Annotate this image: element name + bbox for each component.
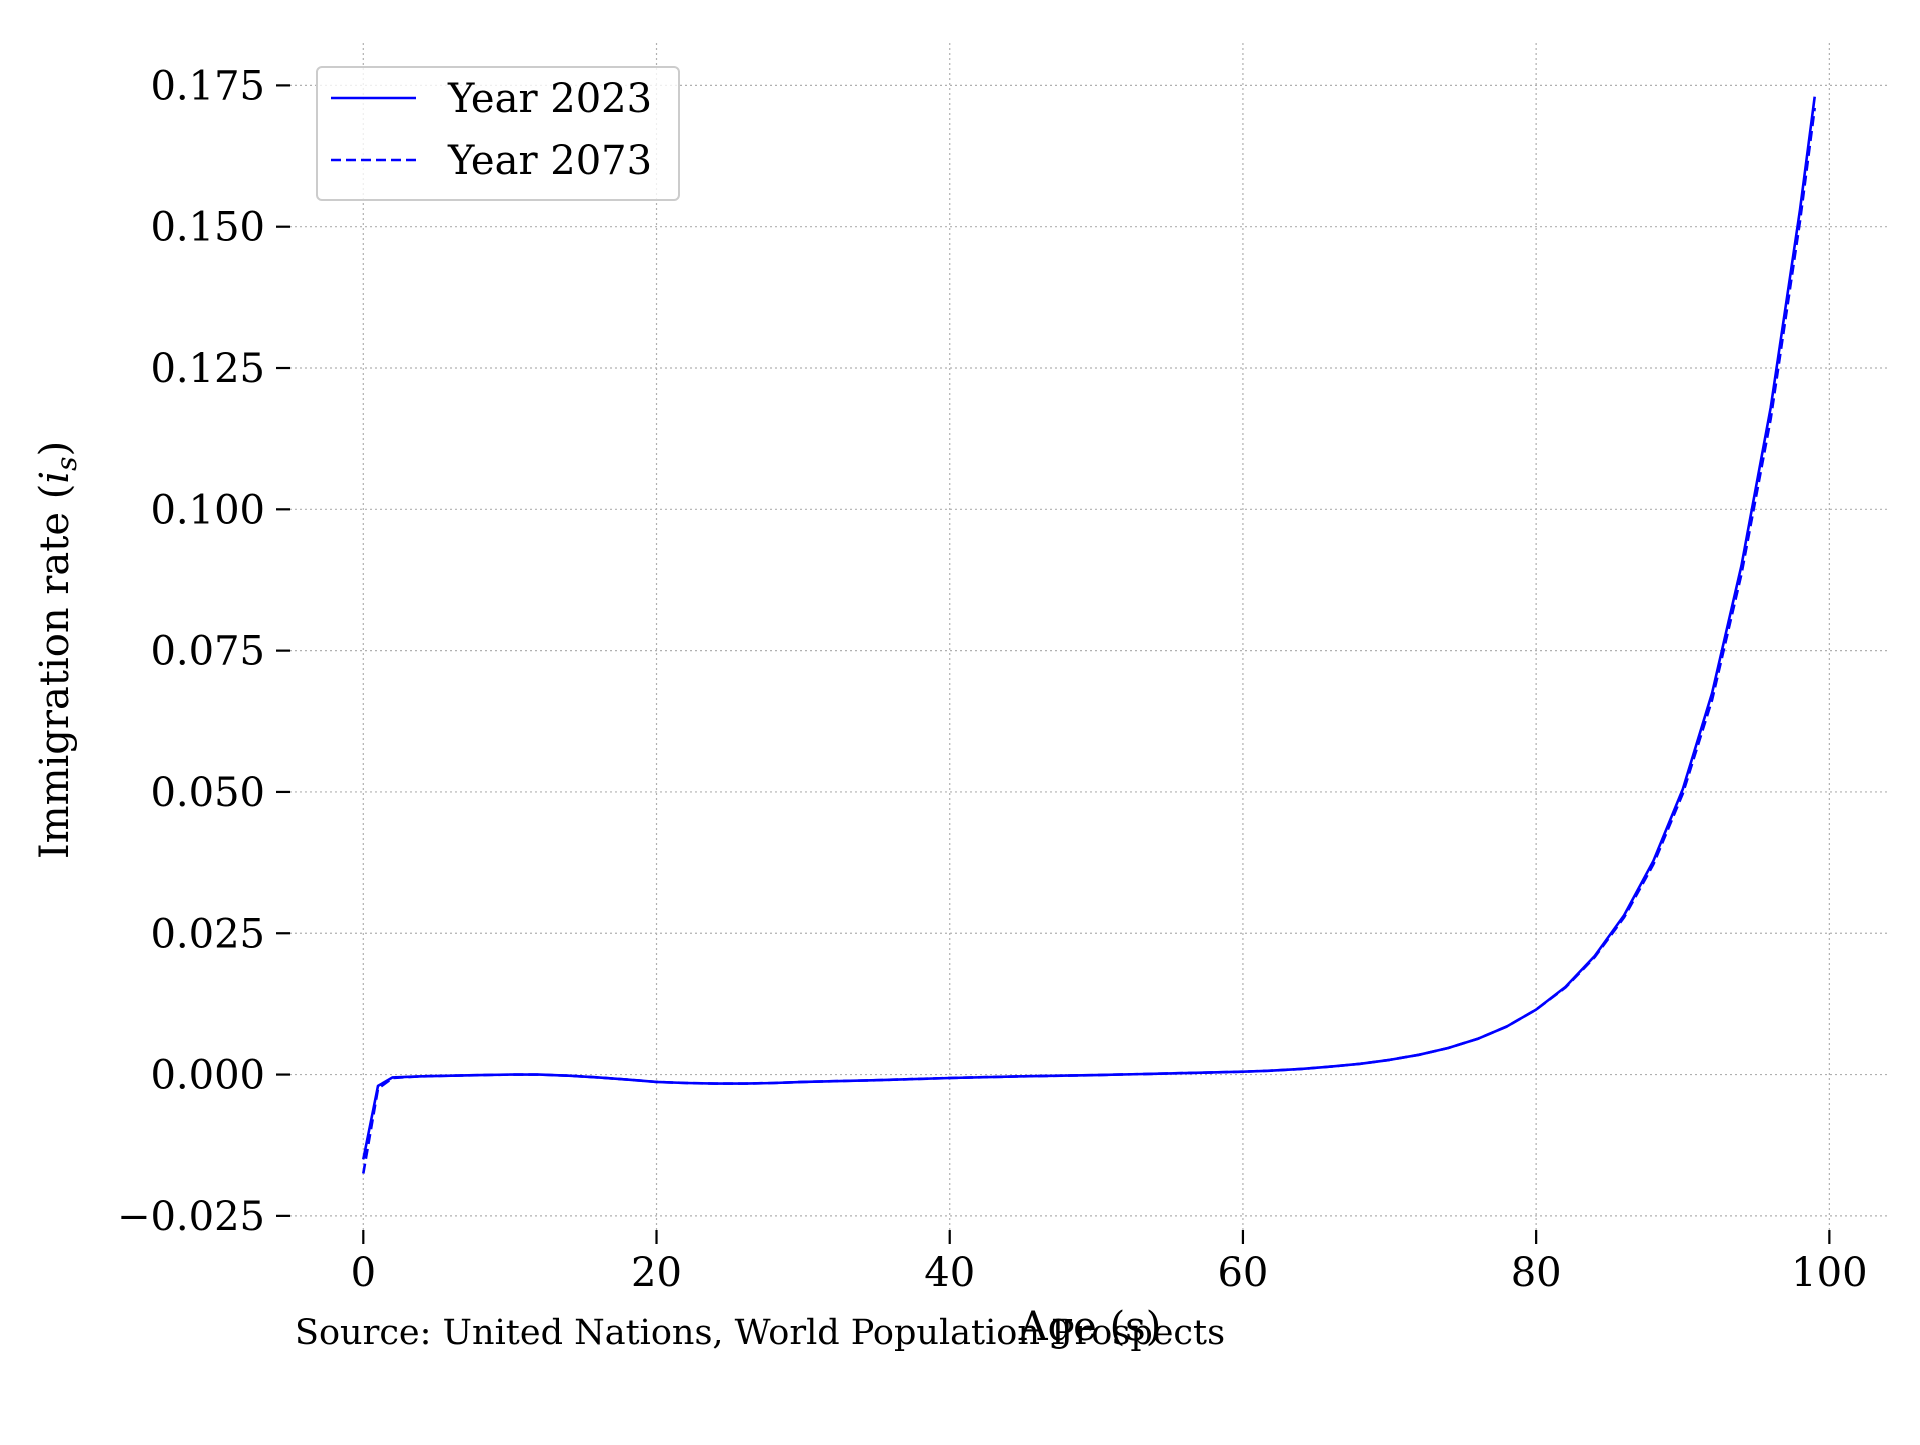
y-tick-label: 0.100 [150, 487, 265, 533]
y-axis-label-text: Immigration rate ( [32, 484, 78, 860]
y-axis-label-symbol: i [32, 471, 78, 484]
y-tick-label: −0.025 [117, 1194, 265, 1240]
y-axis-label-close: ) [32, 441, 78, 457]
series-line-year-2073 [362, 107, 1816, 1174]
x-axis-label: Age (s) [1018, 1304, 1162, 1350]
x-tick-label: 20 [631, 1250, 682, 1296]
y-tick-label: 0.025 [150, 911, 265, 957]
y-axis-label-subscript: s [50, 456, 83, 470]
legend: Year 2023 Year 2073 [316, 66, 680, 201]
x-tick-label: 40 [924, 1250, 975, 1296]
y-tick-label: 0.000 [150, 1053, 265, 1099]
legend-label-year-2023: Year 2023 [447, 76, 652, 122]
y-tick-label: 0.150 [150, 205, 265, 251]
y-tick-label: 0.050 [150, 770, 265, 816]
series-lines [362, 96, 1816, 1174]
x-tick-label: 0 [351, 1250, 376, 1296]
source-note: Source: United Nations, World Population… [295, 1313, 1225, 1353]
axis-ticks: 0 20 40 60 80 100 −0.025 0.000 0.025 0.050 0.075 0.… [117, 63, 1868, 1296]
y-tick-label: 0.125 [150, 346, 265, 392]
x-tick-label: 80 [1511, 1250, 1562, 1296]
x-tick-label: 60 [1217, 1250, 1268, 1296]
x-tick-label: 100 [1791, 1250, 1867, 1296]
y-tick-label: 0.075 [150, 629, 265, 675]
y-tick-label: 0.175 [150, 63, 265, 109]
legend-box [316, 66, 680, 201]
y-axis-label: Immigration rate (is) [32, 441, 83, 859]
legend-label-year-2073: Year 2073 [447, 138, 652, 184]
